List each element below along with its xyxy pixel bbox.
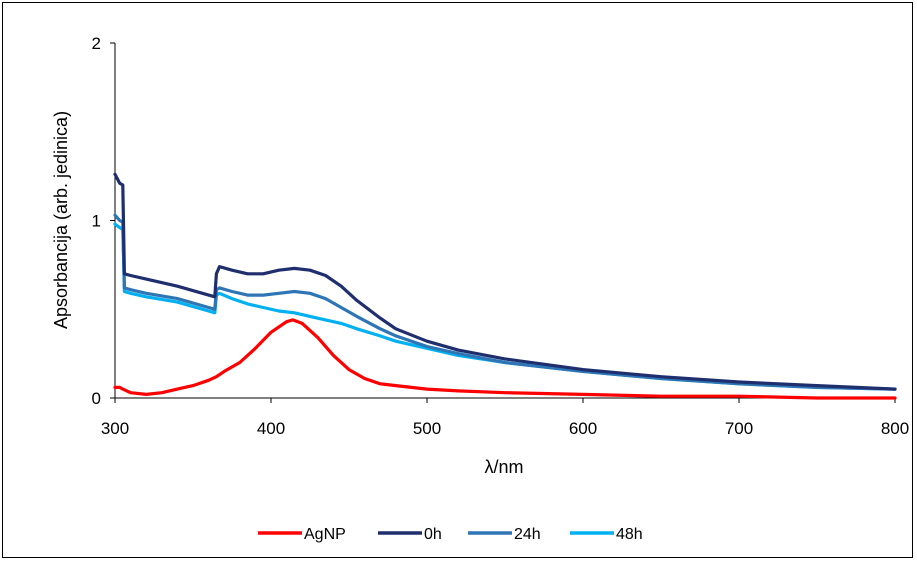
series-layer: [113, 172, 897, 400]
y-tick-label: 0: [92, 389, 101, 408]
x-tick-label: 500: [413, 419, 441, 438]
legend-label-24h: 24h: [514, 526, 541, 543]
legend-label-0h: 0h: [424, 526, 442, 543]
series-line-48h: [113, 222, 897, 391]
x-tick-label: 800: [881, 419, 909, 438]
x-tick-label: 400: [257, 419, 285, 438]
y-axis-title: Apsorbancija (arb. jedinica): [51, 111, 71, 329]
y-tick-label: 2: [92, 34, 101, 53]
y-tick-label: 1: [92, 212, 101, 231]
axes: [110, 42, 896, 403]
x-tick-label: 700: [725, 419, 753, 438]
series-line-24h: [113, 213, 897, 391]
legend-label-agnp: AgNP: [304, 526, 346, 543]
legend-label-48h: 48h: [616, 526, 643, 543]
tick-labels: 0 1 2 300 400 500 600 700 800: [92, 34, 910, 438]
series-line-0h: [113, 172, 897, 391]
series-line-agnp: [113, 318, 897, 400]
x-axis-title: λ/nm: [484, 457, 523, 477]
x-tick-label: 600: [569, 419, 597, 438]
legend: AgNP 0h 24h 48h: [258, 526, 643, 543]
x-tick-label: 300: [101, 419, 129, 438]
